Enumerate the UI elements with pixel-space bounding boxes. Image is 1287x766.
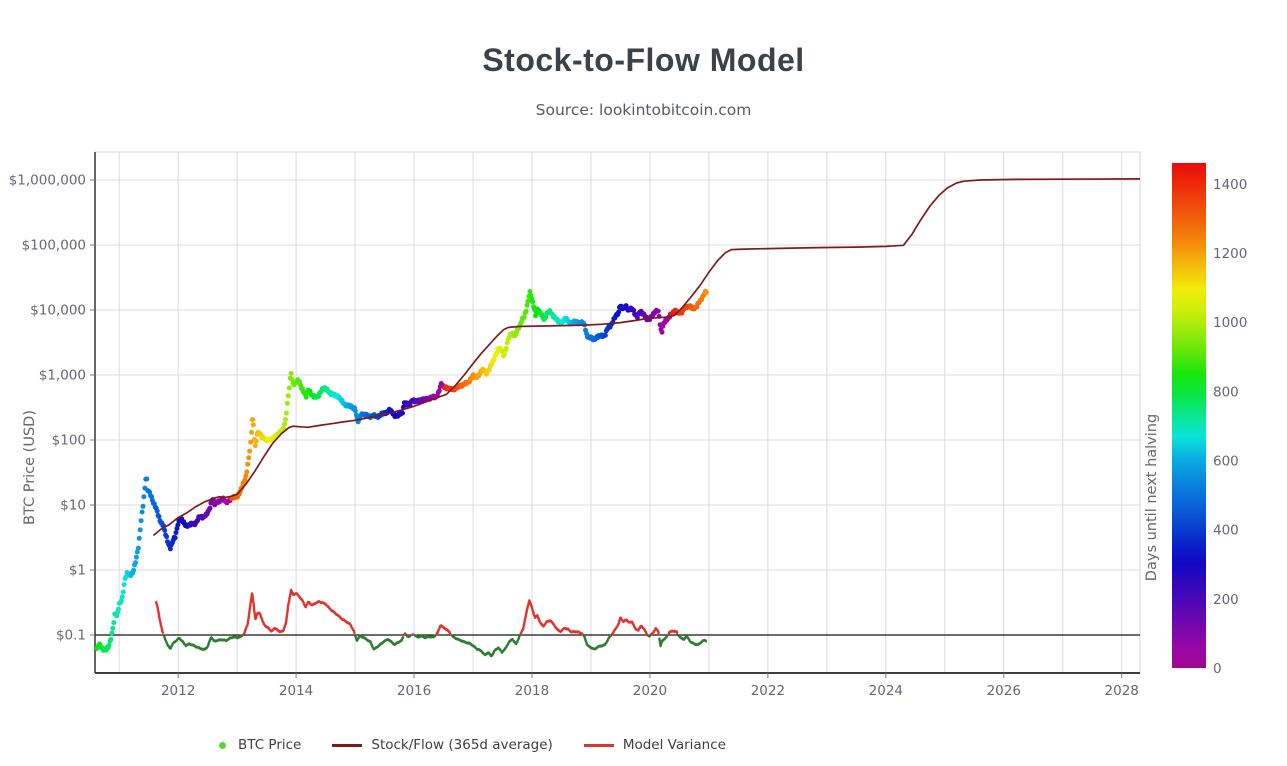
page-title: Stock-to-Flow Model (482, 42, 805, 78)
legend-label-model-variance: Model Variance (622, 737, 726, 753)
model-variance-line-icon (583, 743, 614, 747)
svg-text:2014: 2014 (279, 683, 313, 699)
s2f-chart: 2012 2014 2016 2018 2020 2022 2024 2026 2028 $1,0… (9, 151, 1247, 699)
chart-legend: BTC Price Stock/Flow (365d average) Mode… (210, 737, 748, 753)
svg-text:200: 200 (1213, 592, 1239, 608)
stock-flow-series (152, 178, 1141, 537)
legend-item-stock-flow[interactable]: Stock/Flow (365d average) (323, 737, 553, 753)
svg-text:0: 0 (1213, 661, 1222, 677)
btc-price-series (94, 288, 709, 653)
stock-flow-line-icon (332, 743, 363, 747)
svg-text:2022: 2022 (751, 683, 785, 699)
legend-item-btc-price[interactable]: BTC Price (210, 737, 301, 753)
svg-text:2020: 2020 (633, 683, 667, 699)
legend-label-btc-price: BTC Price (238, 737, 302, 753)
variance-below-line (162, 633, 708, 658)
svg-text:2024: 2024 (869, 683, 903, 699)
plot-axes: 2012 2014 2016 2018 2020 2022 2024 2026 2028 $1,0… (9, 152, 1140, 699)
svg-text:2026: 2026 (987, 683, 1021, 699)
svg-text:1400: 1400 (1213, 177, 1247, 193)
svg-text:1200: 1200 (1213, 246, 1247, 262)
svg-text:800: 800 (1213, 384, 1239, 400)
stock-flow-line (152, 178, 1141, 537)
legend-item-model-variance[interactable]: Model Variance (575, 737, 726, 753)
svg-text:2012: 2012 (161, 683, 195, 699)
svg-text:$1,000,000: $1,000,000 (9, 173, 86, 189)
svg-text:$100: $100 (52, 433, 86, 449)
svg-text:$0.1: $0.1 (56, 628, 86, 644)
svg-text:BTC Price (USD): BTC Price (USD) (22, 410, 38, 525)
svg-text:$10: $10 (60, 498, 86, 514)
svg-text:$100,000: $100,000 (22, 238, 86, 254)
btc-price-marker-icon (219, 741, 226, 749)
svg-text:600: 600 (1213, 453, 1239, 469)
svg-text:Days until next halving: Days until next halving (1144, 414, 1160, 581)
variance-above-line (154, 588, 679, 637)
svg-text:2016: 2016 (397, 683, 431, 699)
colorbar: 0 200 400 600 800 1000 1200 1400 Days until next… (1144, 163, 1247, 677)
svg-text:$1: $1 (69, 563, 86, 579)
svg-text:400: 400 (1213, 523, 1239, 539)
svg-text:2018: 2018 (515, 683, 549, 699)
legend-label-stock-flow: Stock/Flow (365d average) (371, 737, 553, 753)
svg-text:1000: 1000 (1213, 315, 1247, 331)
colorbar-gradient (1172, 163, 1206, 668)
svg-text:2028: 2028 (1105, 683, 1139, 699)
svg-text:$1,000: $1,000 (39, 368, 86, 384)
model-variance-series (154, 588, 708, 658)
page-subtitle: Source: lookintobitcoin.com (535, 101, 752, 119)
svg-text:$10,000: $10,000 (30, 303, 86, 319)
